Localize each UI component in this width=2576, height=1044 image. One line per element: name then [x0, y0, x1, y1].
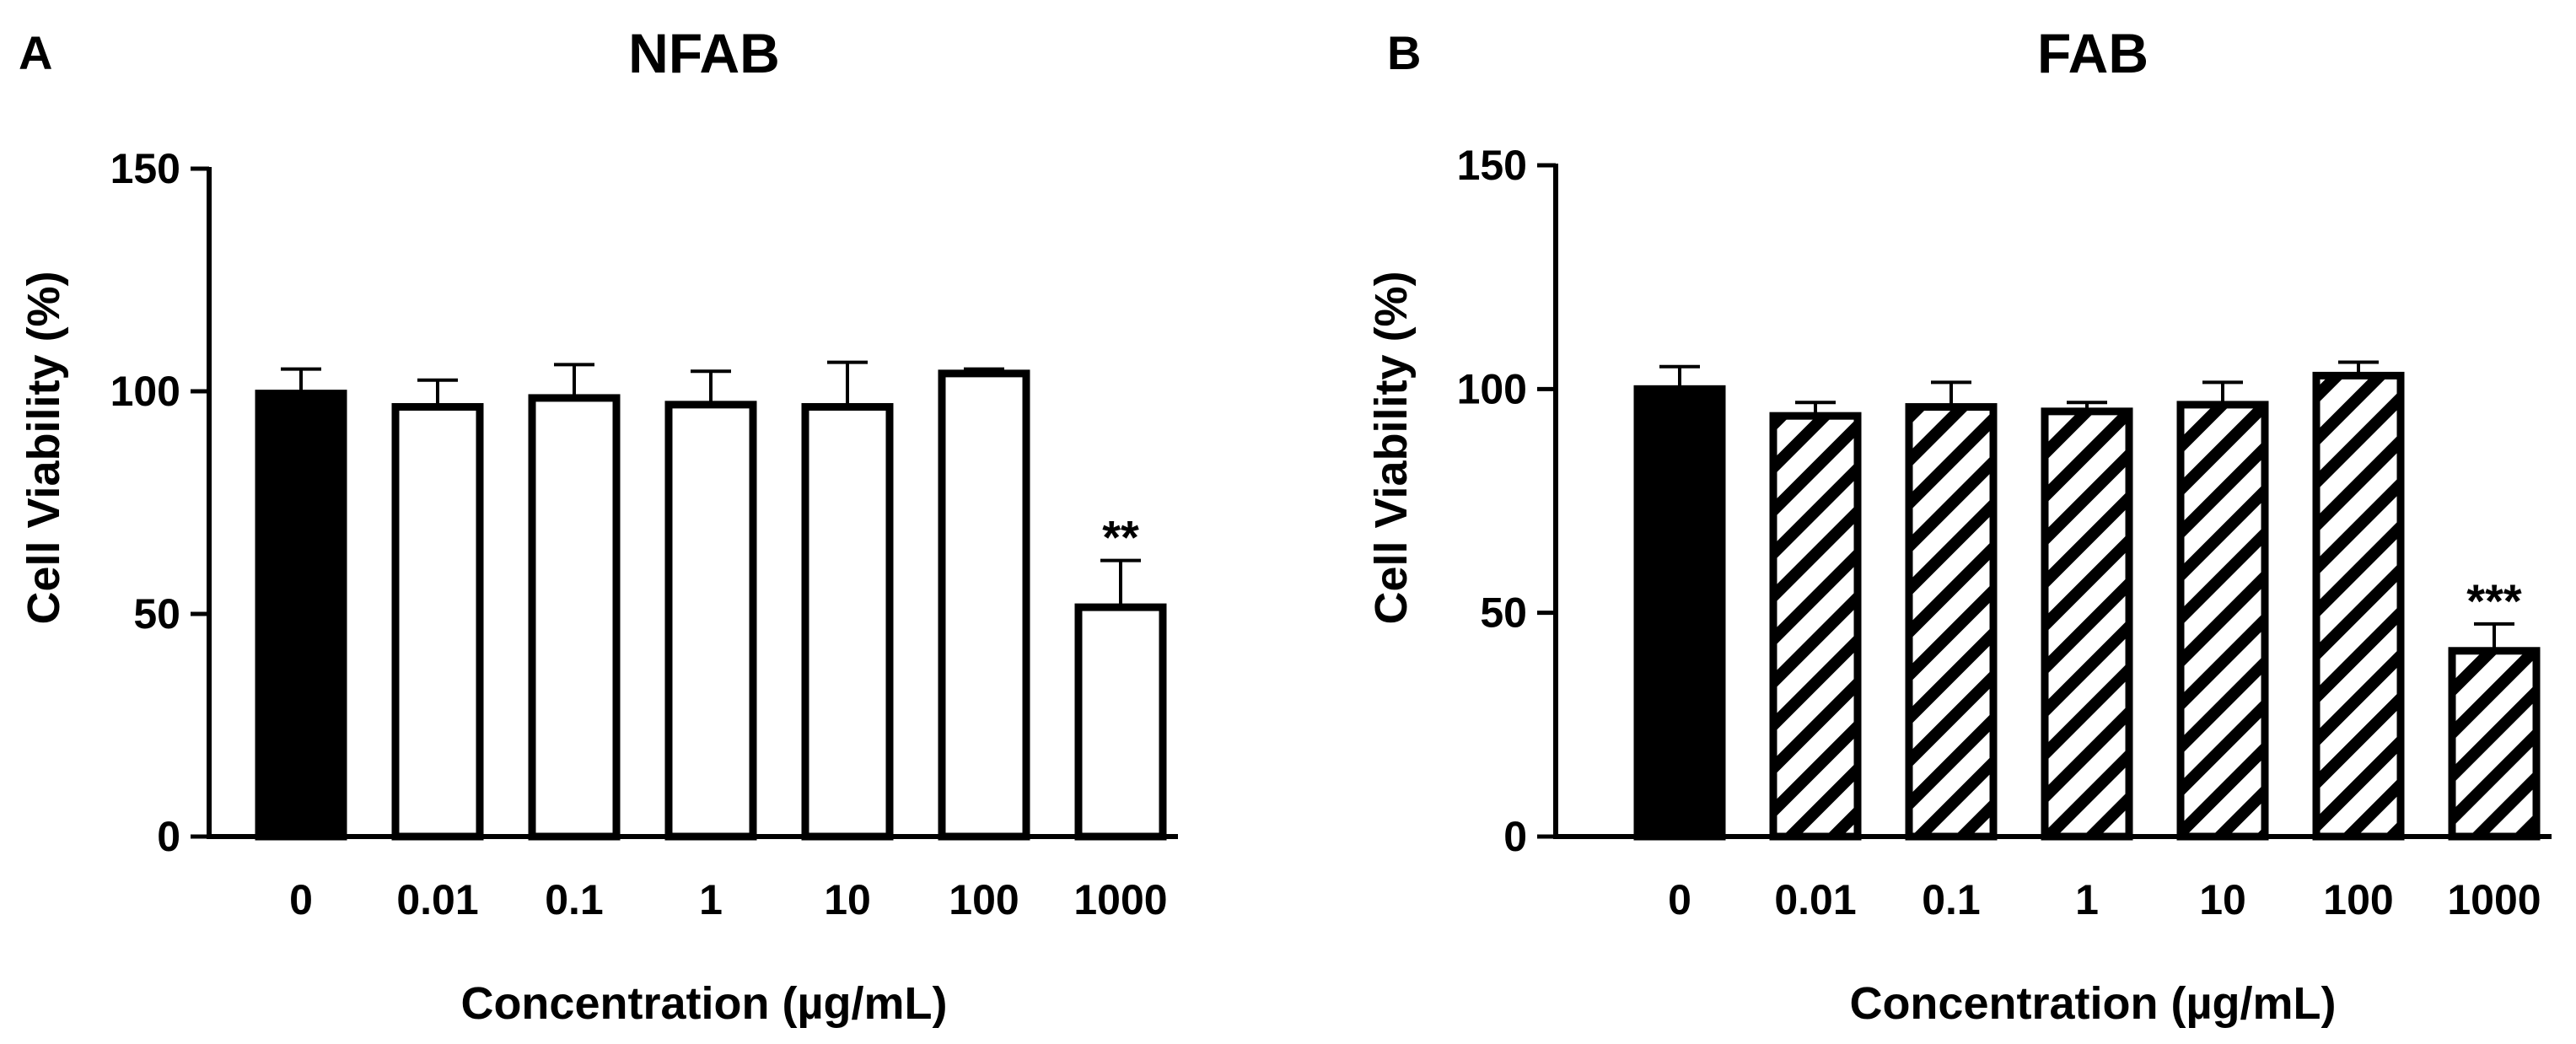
x-tick-label-a: 100: [949, 876, 1019, 923]
panel-letter-b: B: [1387, 26, 1421, 79]
x-tick-label-b: 1000: [2447, 876, 2541, 923]
x-tick-label-a: 10: [824, 876, 871, 923]
x-tick-label-b: 10: [2199, 876, 2246, 923]
x-tick-label-a: 0: [289, 876, 313, 923]
y-tick-label-b: 100: [1457, 365, 1527, 412]
y-tick-label-b: 50: [1480, 589, 1527, 637]
bar-b: [2176, 401, 2269, 841]
y-axis-label-b: Cell Viability (%): [1366, 271, 1417, 624]
y-tick-label-a: 50: [133, 590, 180, 638]
bar-b: [2041, 407, 2133, 841]
bar-a: [528, 394, 621, 841]
bar-a: [1074, 603, 1167, 841]
bar-a: [801, 402, 894, 841]
chart-title-b: FAB: [2037, 22, 2148, 84]
significance-label-b: ***: [2466, 574, 2522, 627]
bar-a: [938, 369, 1030, 841]
x-tick-label-b: 1: [2075, 876, 2099, 923]
bar-a: [664, 401, 757, 841]
x-tick-label-a: 1000: [1073, 876, 1167, 923]
y-tick-label-b: 150: [1457, 142, 1527, 189]
x-tick-label-a: 0.1: [545, 876, 604, 923]
bar-a: [255, 390, 347, 841]
x-tick-label-b: 100: [2323, 876, 2393, 923]
bar-b: [1633, 385, 1726, 841]
x-tick-label-a: 1: [699, 876, 723, 923]
bar-b: [2448, 647, 2541, 841]
x-tick-label-b: 0.1: [1922, 876, 1981, 923]
plot-area-a: 0 50 100 150 0 0.01 0.1 1 10 100 1000 **: [110, 145, 1178, 923]
x-tick-label-b: 0.01: [1774, 876, 1856, 923]
x-tick-label-a: 0.01: [396, 876, 478, 923]
panel-a: A NFAB Cell Viability (%) Concentration …: [19, 22, 1178, 1029]
panel-b: B FAB Cell Viability (%) Concentration (…: [1366, 22, 2552, 1029]
y-tick-label-a: 0: [157, 813, 180, 860]
y-tick-label-a: 100: [110, 368, 180, 415]
y-tick-label-b: 0: [1503, 813, 1527, 860]
bar-a: [391, 402, 484, 841]
x-tick-label-b: 0: [1668, 876, 1691, 923]
bar-b: [2312, 371, 2405, 841]
chart-title-a: NFAB: [628, 22, 780, 84]
x-axis-label-a: Concentration (µg/mL): [460, 978, 947, 1029]
plot-area-b: 0 50 100 150 0 0.01 0.1 1 10 100 1000 ***: [1457, 142, 2552, 923]
bar-b: [1769, 412, 1862, 841]
bar-b: [1905, 403, 1998, 841]
panel-letter-a: A: [19, 26, 52, 79]
significance-label-a: **: [1102, 511, 1139, 564]
y-axis-label-a: Cell Viability (%): [19, 271, 69, 624]
y-tick-label-a: 150: [110, 145, 180, 192]
x-axis-label-b: Concentration (µg/mL): [1849, 978, 2336, 1029]
